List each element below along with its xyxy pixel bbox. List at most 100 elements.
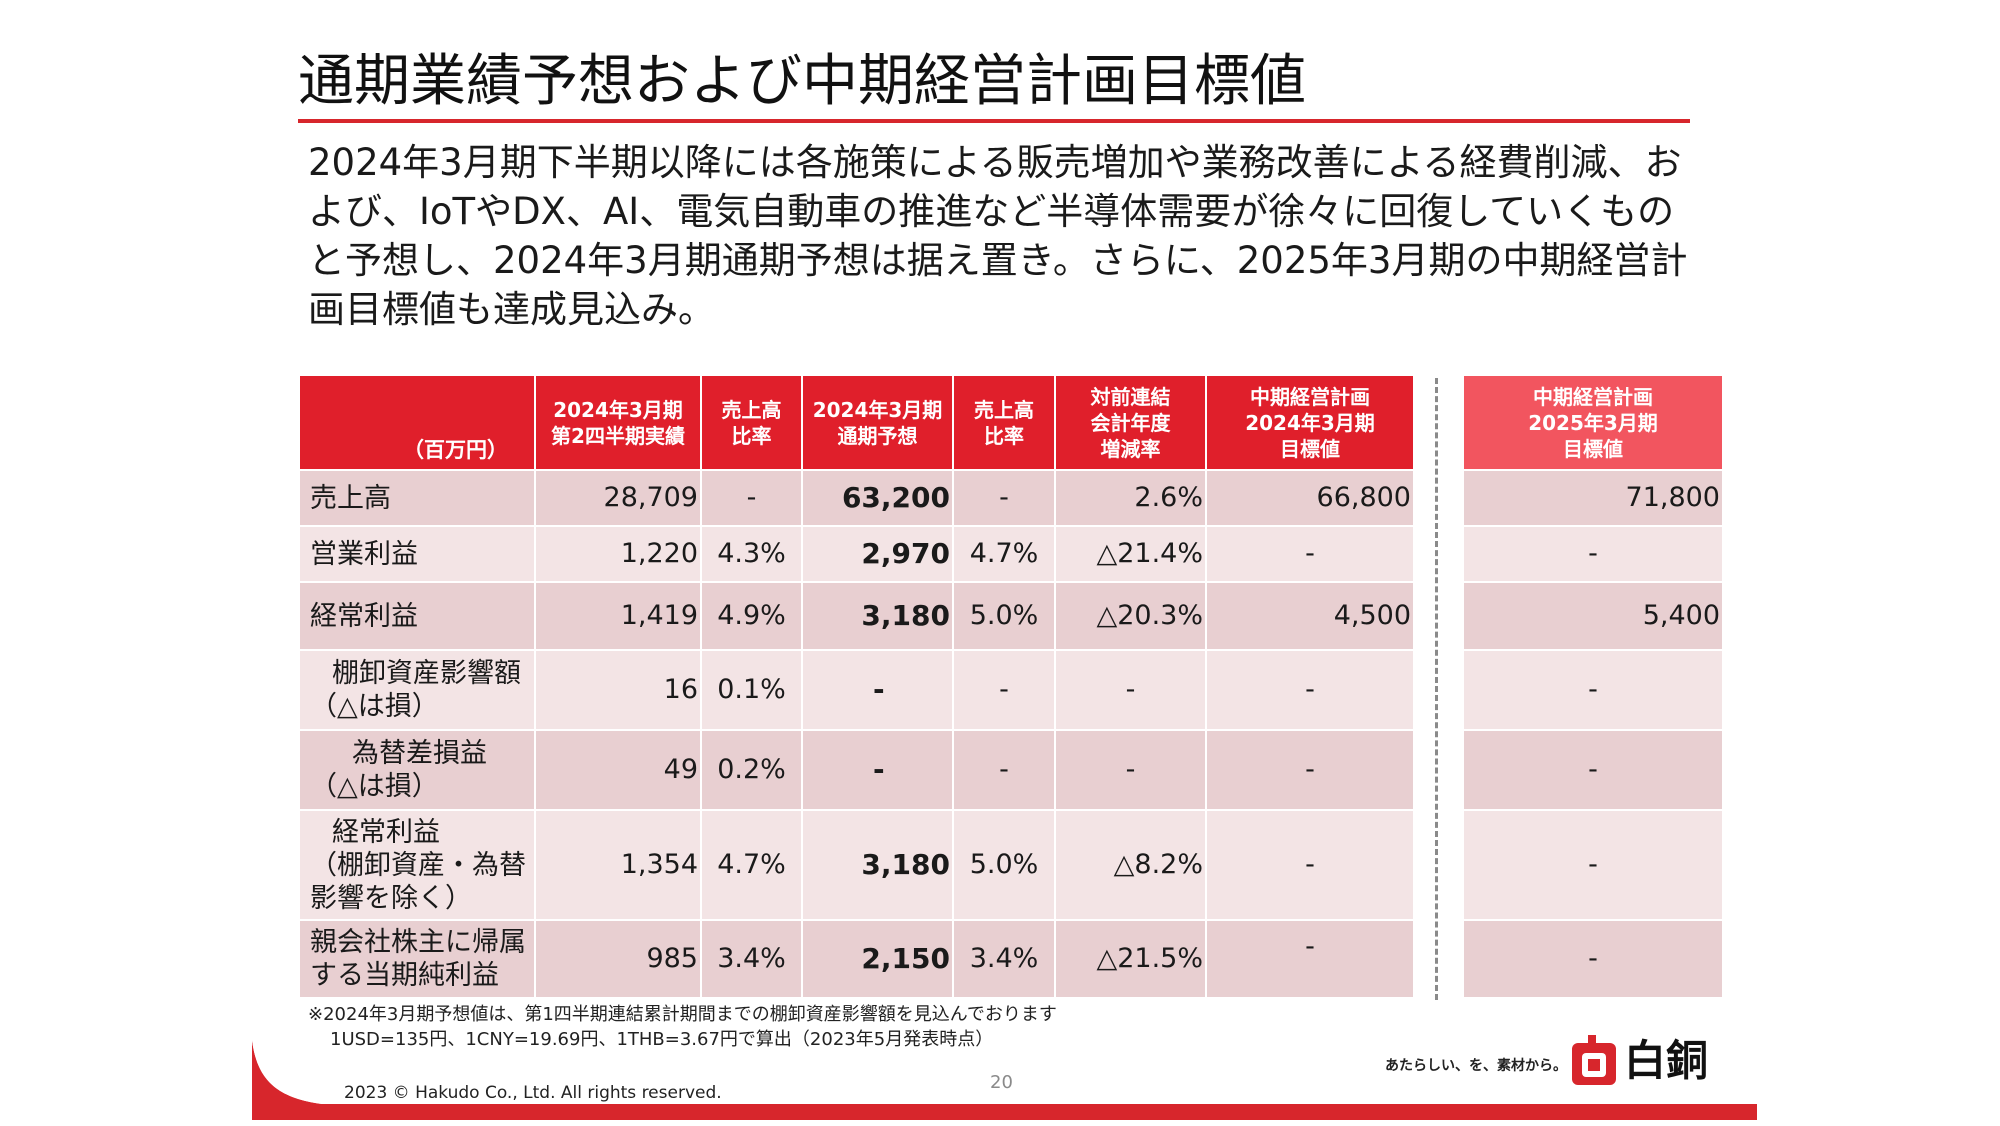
table-row: 親会社株主に帰属 する当期純利益 985 3.4% 2,150 3.4% △21… <box>298 919 1415 999</box>
table-row: 経常利益 1,419 4.9% 3,180 5.0% △20.3% 4,500 <box>298 581 1415 651</box>
header-yoy-change: 対前連結 会計年度 増減率 <box>1054 374 1207 471</box>
header-target25-line3: 目標値 <box>1563 436 1623 461</box>
forecast-ratio-cell: - <box>952 649 1056 731</box>
target-2024-cell: - <box>1205 919 1415 999</box>
row-label-line1: 売上高 <box>310 482 391 514</box>
dashed-separator <box>1435 378 1438 1000</box>
target-2024-cell: - <box>1205 649 1415 731</box>
header-target24-line1: 中期経営計画 <box>1250 384 1370 409</box>
row-label-line1: 棚卸資産影響額 <box>332 658 521 689</box>
header-target25-line1: 中期経営計画 <box>1533 384 1653 409</box>
table-row: - <box>1462 809 1724 921</box>
q2-actual-cell: 1,419 <box>534 581 702 651</box>
row-label-line1: 営業利益 <box>310 538 418 570</box>
q2-actual-cell: 49 <box>534 729 702 811</box>
table-row: - <box>1462 525 1724 583</box>
q2-actual-cell: 985 <box>534 919 702 999</box>
q2-actual-cell: 28,709 <box>534 469 702 527</box>
header-target-2025: 中期経営計画 2025年3月期 目標値 <box>1462 374 1724 471</box>
target-2025-cell: - <box>1462 649 1724 731</box>
forecast-ratio-cell: 5.0% <box>952 809 1056 921</box>
row-label: 棚卸資産影響額 （△は損） <box>298 649 536 731</box>
header-yoy-line3: 増減率 <box>1100 436 1161 461</box>
header-yoy-line2: 会計年度 <box>1090 410 1171 435</box>
unit-header: （百万円） <box>298 374 536 471</box>
table-header-row: 中期経営計画 2025年3月期 目標値 <box>1462 374 1724 471</box>
header-target24-line3: 目標値 <box>1280 436 1340 461</box>
q2-ratio-cell: - <box>700 469 803 527</box>
yoy-change-cell: △8.2% <box>1054 809 1207 921</box>
company-tagline: あたらしい、を、素材から。 <box>1385 1058 1567 1074</box>
copyright-text: 2023 © Hakudo Co., Ltd. All rights reser… <box>344 1083 722 1103</box>
footnote-line1: ※2024年3月期予想値は、第1四半期連結累計期間までの棚卸資産影響額を見込んで… <box>308 1004 1057 1025</box>
footnote-line2: 1USD=135円、1CNY=19.69円、1THB=3.67円で算出（2023… <box>330 1029 994 1050</box>
q2-actual-cell: 1,354 <box>534 809 702 921</box>
title-underline <box>298 119 1690 123</box>
header-q2-actual-line2: 第2四半期実績 <box>551 423 685 448</box>
header-target-2024: 中期経営計画 2024年3月期 目標値 <box>1205 374 1415 471</box>
row-label-line2: （棚卸資産・為替 <box>310 849 526 881</box>
q2-actual-cell: 16 <box>534 649 702 731</box>
header-forecast-line2: 通期予想 <box>837 423 918 448</box>
target-2024-cell: - <box>1205 729 1415 811</box>
target-2024-cell: 66,800 <box>1205 469 1415 527</box>
table-row: 営業利益 1,220 4.3% 2,970 4.7% △21.4% - <box>298 525 1415 583</box>
row-label-line2: する当期純利益 <box>310 960 499 991</box>
footnote: ※2024年3月期予想値は、第1四半期連結累計期間までの棚卸資産影響額を見込んで… <box>308 1002 1208 1052</box>
table-row: - <box>1462 729 1724 811</box>
summary-text: 2024年3月期下半期以降には各施策による販売増加や業務改善による経費削減、およ… <box>308 141 1688 331</box>
page-title: 通期業績予想および中期経営計画目標値 <box>298 49 1306 114</box>
table-row: 5,400 <box>1462 581 1724 651</box>
q2-ratio-cell: 4.9% <box>700 581 803 651</box>
row-label-line2: （△は損） <box>310 691 439 722</box>
company-logo-text: 白銅 <box>1624 1036 1709 1085</box>
table-row: 売上高 28,709 - 63,200 - 2.6% 66,800 <box>298 469 1415 527</box>
row-label: 親会社株主に帰属 する当期純利益 <box>298 919 536 999</box>
target-2025-cell: 5,400 <box>1462 581 1724 651</box>
target-2025-cell: - <box>1462 729 1724 811</box>
row-label: 為替差損益 （△は損） <box>298 729 536 811</box>
q2-ratio-cell: 0.2% <box>700 729 803 811</box>
footer-curve-band <box>252 1040 1757 1120</box>
table-header-row: （百万円） 2024年3月期 第2四半期実績 売上高 比率 2024年3月期 通… <box>298 374 1415 471</box>
header-forecast-ratio-line1: 売上高 <box>974 397 1034 422</box>
forecast-ratio-cell: 4.7% <box>952 525 1056 583</box>
forecast-cell: - <box>801 729 954 811</box>
q2-ratio-cell: 3.4% <box>700 919 803 999</box>
yoy-change-cell: △21.5% <box>1054 919 1207 999</box>
header-q2-ratio-line2: 比率 <box>731 423 772 448</box>
header-forecast-line1: 2024年3月期 <box>812 397 943 422</box>
row-label-line1: 経常利益 <box>332 816 440 848</box>
yoy-change-cell: △20.3% <box>1054 581 1207 651</box>
forecast-cell: 3,180 <box>801 809 954 921</box>
table-row: - <box>1462 919 1724 999</box>
target-2025-cell: 71,800 <box>1462 469 1724 527</box>
target-2025-cell: - <box>1462 525 1724 583</box>
header-q2-ratio: 売上高 比率 <box>700 374 803 471</box>
forecast-ratio-cell: - <box>952 469 1056 527</box>
forecast-cell: 2,970 <box>801 525 954 583</box>
q2-actual-cell: 1,220 <box>534 525 702 583</box>
row-label-line2: （△は損） <box>310 771 439 802</box>
target-2025-cell: - <box>1462 809 1724 921</box>
row-label-line1: 親会社株主に帰属 <box>310 927 526 958</box>
target-2024-cell: - <box>1205 809 1415 921</box>
header-q2-actual-line1: 2024年3月期 <box>553 397 683 422</box>
row-label: 経常利益 <box>298 581 536 651</box>
forecast-cell: 63,200 <box>801 469 954 527</box>
forecast-ratio-cell: 3.4% <box>952 919 1056 999</box>
header-q2-ratio-line1: 売上高 <box>721 397 782 422</box>
row-label: 経常利益 （棚卸資産・為替 影響を除く） <box>298 809 536 921</box>
row-label-line1: 為替差損益 <box>352 738 487 769</box>
forecast-cell: 2,150 <box>801 919 954 999</box>
hakudo-logo-icon <box>1572 1035 1616 1085</box>
forecast-table: （百万円） 2024年3月期 第2四半期実績 売上高 比率 2024年3月期 通… <box>298 374 1415 999</box>
row-label-line3: 影響を除く） <box>310 882 472 914</box>
page-number: 20 <box>990 1072 1013 1093</box>
row-label: 売上高 <box>298 469 536 527</box>
target-2025-cell: - <box>1462 919 1724 999</box>
forecast-cell: - <box>801 649 954 731</box>
header-yoy-line1: 対前連結 <box>1090 384 1171 409</box>
q2-ratio-cell: 4.7% <box>700 809 803 921</box>
table-row: 棚卸資産影響額 （△は損） 16 0.1% - - - - <box>298 649 1415 731</box>
